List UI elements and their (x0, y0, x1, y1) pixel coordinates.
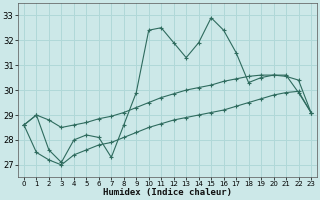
X-axis label: Humidex (Indice chaleur): Humidex (Indice chaleur) (103, 188, 232, 197)
